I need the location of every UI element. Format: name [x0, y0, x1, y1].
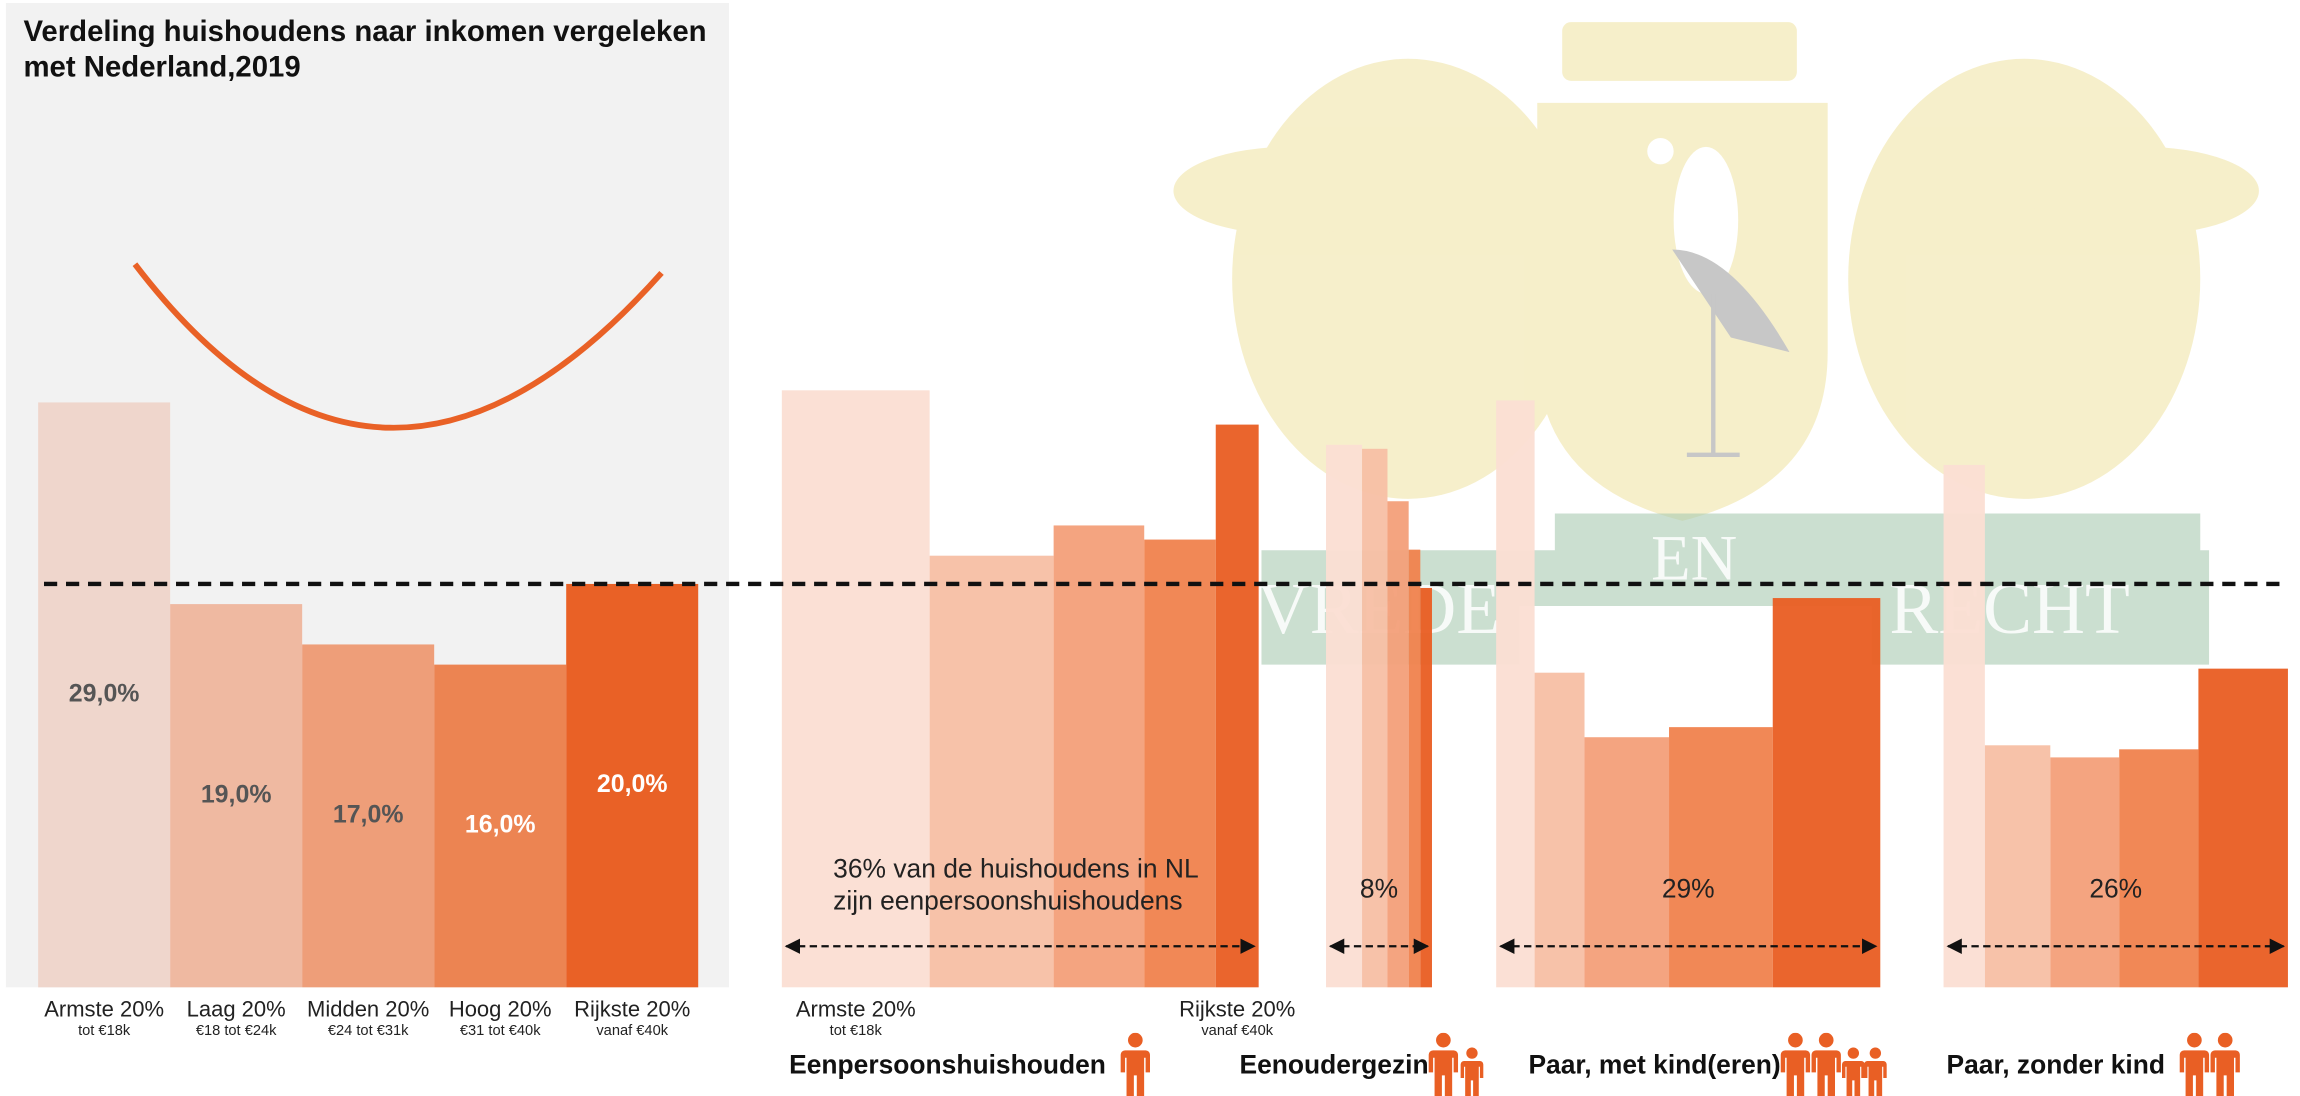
bar-segment: [1585, 737, 1670, 987]
group-name: Eenoudergezin: [1239, 1049, 1428, 1079]
bar-segment: [1409, 550, 1421, 988]
bar-segment: [1535, 673, 1585, 988]
person-icon: [1429, 1033, 1458, 1096]
group-name: Paar, zonder kind: [1946, 1049, 2165, 1079]
person-icon: [1864, 1047, 1887, 1096]
share-label: 29%: [1662, 873, 1715, 903]
share-label: 26%: [2089, 873, 2142, 903]
group-name: Eenpersoonshuishouden: [789, 1049, 1106, 1079]
x-tick-label: Armste 20%: [796, 997, 916, 1022]
x-tick-label: Laag 20%: [187, 997, 286, 1022]
bar-segment: [1387, 501, 1408, 987]
motto-text: RECHT: [1889, 568, 2129, 649]
x-tick-label: Hoog 20%: [449, 997, 552, 1022]
share-label: 36% van de huishoudens in NL zijn eenper…: [833, 852, 1229, 917]
x-tick-label: Rijkste 20%: [574, 997, 690, 1022]
bar-segment: [1362, 449, 1387, 988]
bar-segment: [1985, 745, 2050, 987]
person-icon: [2180, 1033, 2209, 1096]
x-tick-sublabel: €24 tot €31k: [328, 1023, 409, 1039]
person-icon: [1121, 1033, 1150, 1096]
x-tick-sublabel: tot €18k: [78, 1023, 131, 1039]
x-tick-sublabel: vanaf €40k: [596, 1023, 668, 1039]
bar-segment: [1669, 727, 1773, 987]
x-tick-label: Midden 20%: [307, 997, 429, 1022]
person-icon: [1461, 1047, 1484, 1096]
page: {"background": {"motto": ["VREDE", "EN",…: [0, 0, 2300, 1096]
x-tick-sublabel: €18 tot €24k: [196, 1023, 277, 1039]
bar-segment: [1944, 465, 1985, 987]
value-label: 16,0%: [465, 811, 536, 839]
bar-segment: [2050, 757, 2119, 987]
bar-segment: [2198, 669, 2288, 988]
share-label: 8%: [1360, 873, 1398, 903]
person-icon: [1812, 1033, 1841, 1096]
x-tick-label: Rijkste 20%: [1179, 997, 1295, 1022]
person-icon: [1842, 1047, 1865, 1096]
x-tick-sublabel: tot €18k: [830, 1023, 883, 1039]
person-icon: [1781, 1033, 1810, 1096]
share-label-box: 36% van de huishoudens in NL zijn eenper…: [833, 852, 1229, 925]
person-icon: [2211, 1033, 2240, 1096]
group-name: Paar, met kind(eren): [1528, 1049, 1780, 1079]
bar-segment: [1326, 445, 1362, 988]
x-tick-label: Armste 20%: [44, 997, 164, 1022]
value-label: 29,0%: [69, 679, 140, 707]
value-label: 19,0%: [201, 780, 272, 808]
bar-segment: [1773, 598, 1881, 987]
bar-segment: [1420, 588, 1432, 987]
bar-segment: [2119, 749, 2198, 987]
x-tick-sublabel: €31 tot €40k: [460, 1023, 541, 1039]
value-label: 17,0%: [333, 800, 404, 828]
x-tick-sublabel: vanaf €40k: [1201, 1023, 1273, 1039]
bar-segment: [1496, 400, 1534, 987]
chart-title-box: Verdeling huishoudens naar inkomen verge…: [23, 15, 712, 97]
value-label: 20,0%: [597, 770, 668, 798]
chart: VREDE EN RECHT Verdeling huishoudens naa…: [0, 0, 2300, 1096]
chart-title: Verdeling huishoudens naar inkomen verge…: [23, 15, 712, 85]
